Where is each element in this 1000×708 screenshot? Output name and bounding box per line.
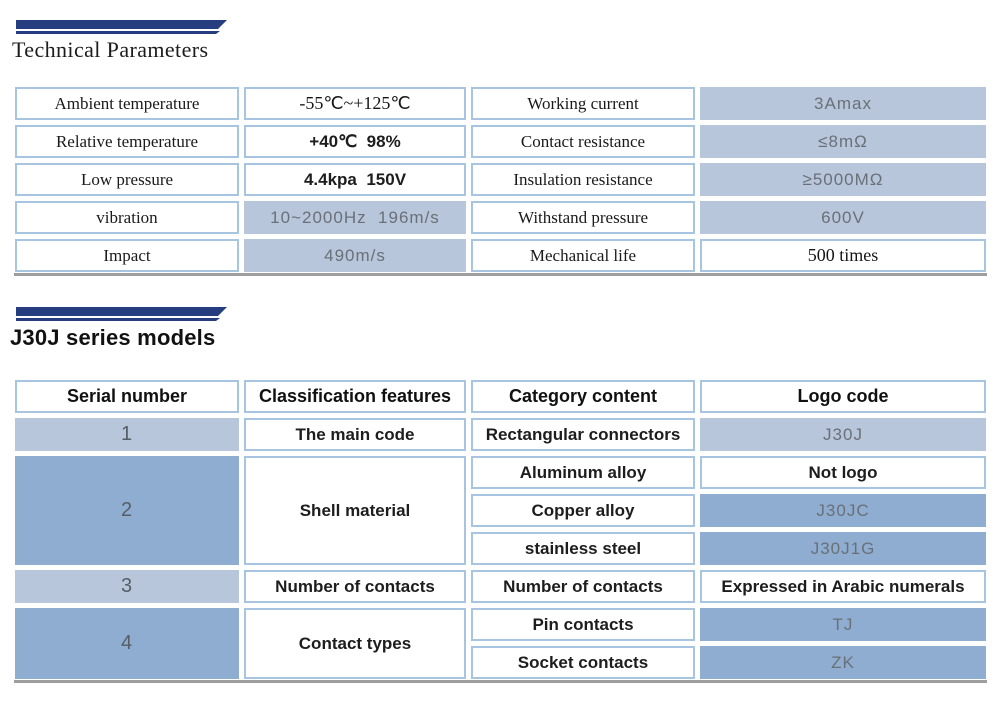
serial-1-cell: 1: [15, 418, 239, 451]
number-of-contacts-feature-cell: Number of contacts: [244, 570, 466, 603]
socket-contacts-cell: Socket contacts: [471, 646, 695, 679]
stripe-thin: [16, 318, 220, 321]
stainless-steel-cell: stainless steel: [471, 532, 695, 565]
relative-temperature-label: Relative temperature: [15, 125, 239, 158]
stripe-thin: [16, 31, 220, 34]
working-current-value: 3Amax: [700, 87, 986, 120]
main-code-cell: The main code: [244, 418, 466, 451]
technical-parameters-section: Technical Parameters Ambient temperature…: [0, 20, 1000, 276]
impact-label: Impact: [15, 239, 239, 272]
serial-3-cell: 3: [15, 570, 239, 603]
pin-contacts-cell: Pin contacts: [471, 608, 695, 641]
contact-resistance-label: Contact resistance: [471, 125, 695, 158]
j30j-series-models-title: J30J series models: [10, 325, 216, 350]
logo-zk-cell: ZK: [700, 646, 986, 679]
ambient-temperature-label: Ambient temperature: [15, 87, 239, 120]
mechanical-life-label: Mechanical life: [471, 239, 695, 272]
header-serial-number: Serial number: [15, 380, 239, 413]
aluminum-alloy-cell: Aluminum alloy: [471, 456, 695, 489]
logo-j30j-cell: J30J: [700, 418, 986, 451]
table-bottom-rule: [14, 273, 987, 276]
logo-tj-cell: TJ: [700, 608, 986, 641]
technical-parameters-title: Technical Parameters: [12, 37, 209, 62]
j30j-series-models-section: J30J series models Serial number Classif…: [0, 307, 1000, 683]
impact-value: 490m/s: [244, 239, 466, 272]
insulation-resistance-label: Insulation resistance: [471, 163, 695, 196]
header-category-content: Category content: [471, 380, 695, 413]
shell-material-cell: Shell material: [244, 456, 466, 565]
mechanical-life-value: 500 times: [700, 239, 986, 272]
section-decoration-stripes: [16, 307, 1000, 321]
ambient-temperature-value: -55℃~+125℃: [244, 87, 466, 120]
stripe-thick: [16, 307, 227, 316]
logo-j30jc-cell: J30JC: [700, 494, 986, 527]
serial-4-cell: 4: [15, 608, 239, 679]
withstand-pressure-value: 600V: [700, 201, 986, 234]
contact-resistance-value: ≤8mΩ: [700, 125, 986, 158]
insulation-resistance-value: ≥5000MΩ: [700, 163, 986, 196]
contact-types-cell: Contact types: [244, 608, 466, 679]
not-logo-cell: Not logo: [700, 456, 986, 489]
rectangular-connectors-cell: Rectangular connectors: [471, 418, 695, 451]
number-of-contacts-category-cell: Number of contacts: [471, 570, 695, 603]
serial-2-cell: 2: [15, 456, 239, 565]
low-pressure-label: Low pressure: [15, 163, 239, 196]
working-current-label: Working current: [471, 87, 695, 120]
logo-j30j1g-cell: J30J1G: [700, 532, 986, 565]
relative-temperature-value: +40℃ 98%: [244, 125, 466, 158]
header-logo-code: Logo code: [700, 380, 986, 413]
stripe-thick: [16, 20, 227, 29]
low-pressure-value: 4.4kpa 150V: [244, 163, 466, 196]
models-table: Serial number Classification features Ca…: [15, 380, 986, 679]
header-classification-features: Classification features: [244, 380, 466, 413]
section-decoration-stripes: [16, 20, 1000, 34]
withstand-pressure-label: Withstand pressure: [471, 201, 695, 234]
technical-parameters-table: Ambient temperature -55℃~+125℃ Working c…: [15, 87, 986, 272]
copper-alloy-cell: Copper alloy: [471, 494, 695, 527]
vibration-value: 10~2000Hz 196m/s: [244, 201, 466, 234]
arabic-numerals-cell: Expressed in Arabic numerals: [700, 570, 986, 603]
table-bottom-rule: [14, 680, 987, 683]
vibration-label: vibration: [15, 201, 239, 234]
